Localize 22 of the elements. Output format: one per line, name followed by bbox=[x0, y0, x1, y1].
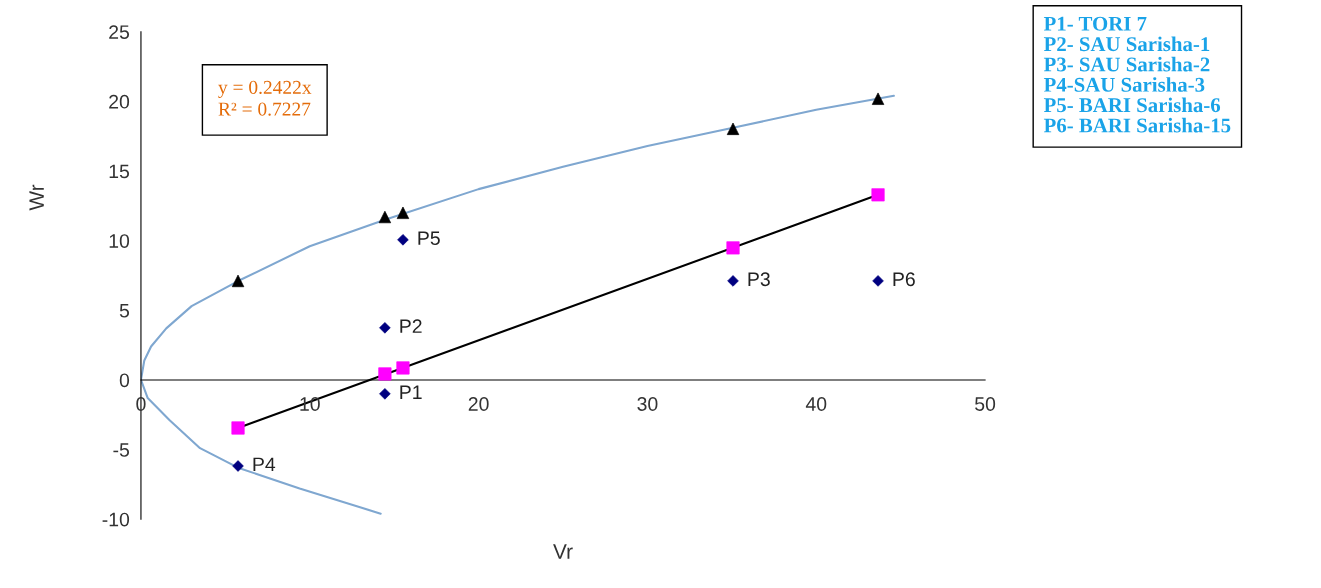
annotation: P6 bbox=[893, 272, 915, 287]
x-tick-label: 50 bbox=[975, 397, 996, 411]
y-tick-label: 5 bbox=[119, 303, 130, 318]
x-tick-label: 30 bbox=[637, 397, 658, 411]
x-axis-title: Vr bbox=[553, 544, 573, 559]
y-tick-label: 10 bbox=[109, 234, 130, 248]
annotation: P5 bbox=[418, 231, 440, 246]
y-tick-label: 0 bbox=[119, 373, 130, 388]
annotation: y = 0.2422x R² = 0.7227 bbox=[218, 80, 312, 116]
x-tick-label: 20 bbox=[468, 397, 489, 411]
annotation: P4 bbox=[253, 457, 276, 472]
y-tick-label: 15 bbox=[109, 164, 130, 179]
y-tick-label: 25 bbox=[109, 25, 130, 39]
y-tick-label: 20 bbox=[109, 94, 130, 109]
annotation: P1 bbox=[400, 385, 422, 399]
y-tick-label: -10 bbox=[102, 512, 130, 527]
annotation: P2 bbox=[400, 319, 422, 333]
y-tick-label: -5 bbox=[113, 443, 130, 457]
x-tick-label: 40 bbox=[805, 397, 827, 411]
y-axis-title: Wr bbox=[29, 184, 44, 211]
annotation: P3 bbox=[748, 272, 770, 287]
text: P1- TORI 7 P2- SAU Sarisha-1 P3- SAU Sarisha-2 P4-SAU Sarisha-3 P5- BARI Sarisha-6 P6- BARI Sarisha-15 bbox=[1043, 16, 1231, 133]
